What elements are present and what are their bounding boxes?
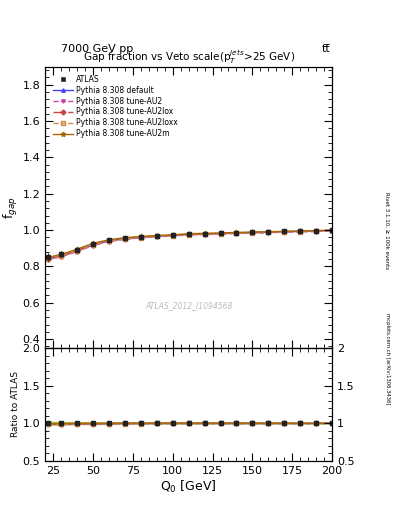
Text: ATLAS_2012_I1094568: ATLAS_2012_I1094568 (145, 302, 232, 310)
Text: tt̅: tt̅ (321, 44, 330, 54)
Text: 7000 GeV pp: 7000 GeV pp (61, 44, 133, 54)
Text: mcplots.cern.ch [arXiv:1306.3436]: mcplots.cern.ch [arXiv:1306.3436] (385, 313, 389, 404)
Y-axis label: Ratio to ATLAS: Ratio to ATLAS (11, 372, 20, 437)
Y-axis label: f$_{gap}$: f$_{gap}$ (2, 196, 20, 219)
Text: Rivet 3.1.10, ≥ 100k events: Rivet 3.1.10, ≥ 100k events (385, 192, 389, 269)
Legend: ATLAS, Pythia 8.308 default, Pythia 8.308 tune-AU2, Pythia 8.308 tune-AU2lox, Py: ATLAS, Pythia 8.308 default, Pythia 8.30… (52, 73, 179, 140)
Title: Gap fraction vs Veto scale(p$_T^{jets}$>25 GeV): Gap fraction vs Veto scale(p$_T^{jets}$>… (83, 48, 295, 66)
X-axis label: Q$_0$ [GeV]: Q$_0$ [GeV] (160, 478, 217, 495)
